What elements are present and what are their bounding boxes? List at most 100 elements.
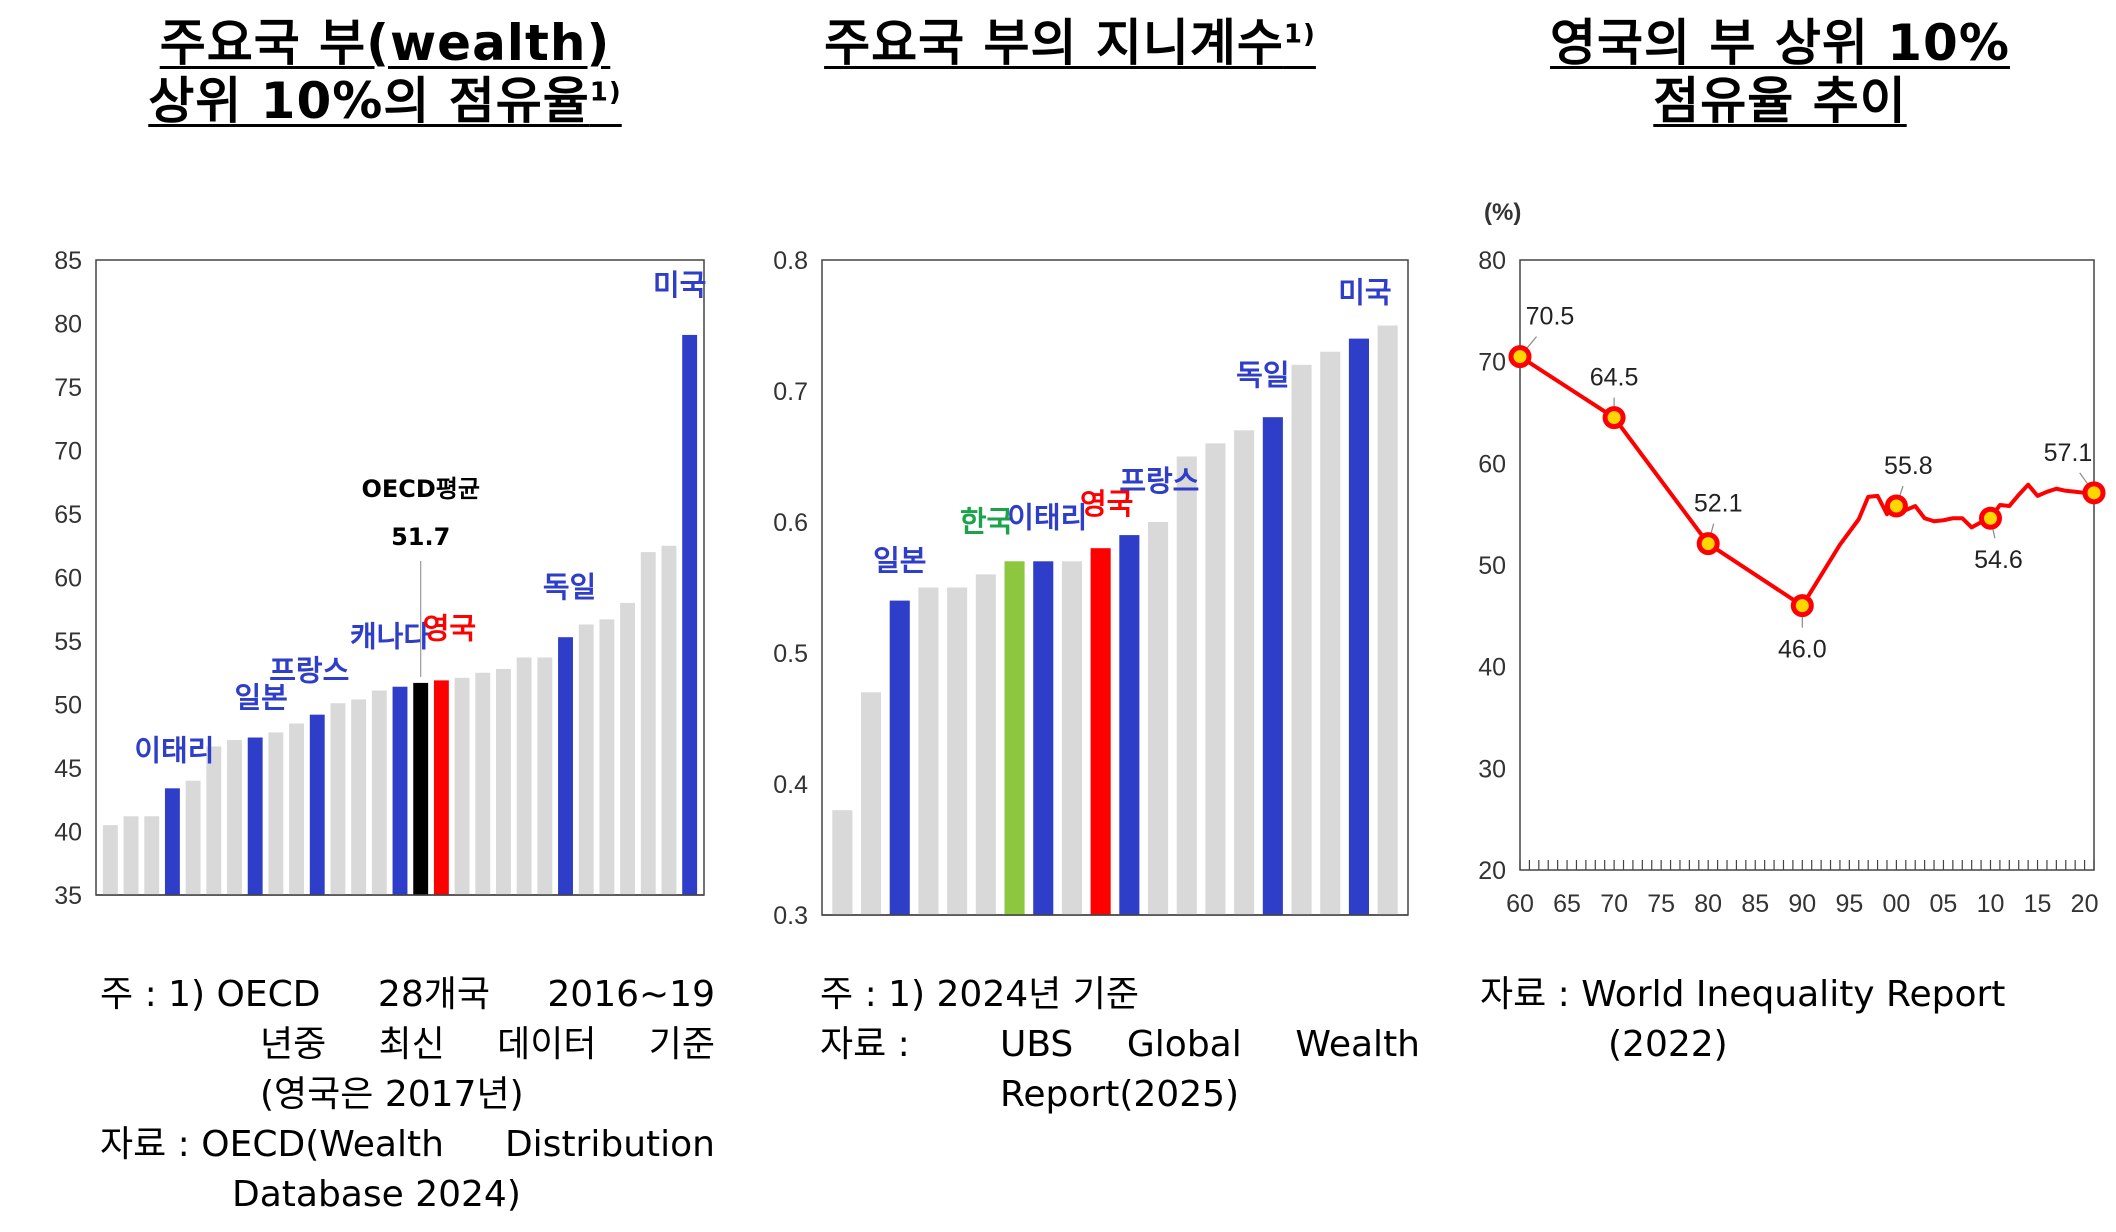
x-tick-label: 15 <box>2024 890 2052 918</box>
bar <box>351 699 367 895</box>
point-label: 46.0 <box>1778 636 1827 664</box>
bar <box>289 723 304 895</box>
x-tick-label: 90 <box>1788 890 1816 918</box>
bar-미국 <box>682 334 698 895</box>
y-tick-label: 0.4 <box>773 771 808 799</box>
panel2-source-line2: Report(2025) <box>1000 1074 1240 1115</box>
panel2-title-line1: 주요국 부의 지니계수 <box>824 14 1284 72</box>
y-tick-label: 45 <box>54 755 82 783</box>
panel1-note-line2: 년중 최신 데이터 기준 <box>260 1024 715 1065</box>
point-label: 54.6 <box>1974 546 2023 574</box>
bar-label-이태리: 이태리 <box>1007 500 1087 534</box>
y-tick-label: 50 <box>54 692 82 720</box>
bar-캐나다 <box>392 686 408 895</box>
point-marker <box>1508 345 1532 369</box>
bar <box>227 740 242 895</box>
bar-한국 <box>1004 561 1025 915</box>
panel1-title-line1: 주요국 부(wealth) <box>159 14 611 72</box>
y-tick-label: 35 <box>54 882 82 910</box>
y-tick-label: 0.6 <box>773 509 808 537</box>
bar <box>1061 561 1082 915</box>
bar-이태리 <box>164 788 180 895</box>
point-label: 52.1 <box>1694 490 1743 518</box>
x-tick-label: 65 <box>1553 890 1581 918</box>
bar <box>861 692 882 915</box>
y-tick-label: 65 <box>54 501 82 529</box>
bar <box>123 816 139 895</box>
x-tick-label: 00 <box>1882 890 1910 918</box>
bar <box>1320 351 1341 915</box>
bar-label-프랑스: 프랑스 <box>1119 464 1199 498</box>
panel2-title-footnote-mark: 1) <box>1283 19 1316 50</box>
bar <box>975 574 996 915</box>
y-tick-label: 70 <box>54 438 82 466</box>
y-tick-label: 0.8 <box>773 247 808 275</box>
point-marker <box>2082 481 2106 505</box>
panel1-title-line2: 상위 10%의 점유율 <box>148 72 590 130</box>
bar-OECD평균 <box>413 682 429 895</box>
x-tick-label: 70 <box>1600 890 1628 918</box>
bar <box>454 677 470 895</box>
x-tick-label: 60 <box>1506 890 1534 918</box>
y-tick-label: 75 <box>54 374 82 402</box>
bar <box>268 732 284 895</box>
bar <box>832 810 853 915</box>
bar <box>599 619 615 895</box>
bar-label-독일: 독일 <box>543 570 596 604</box>
panel2-note-line1: 2024년 기준 <box>936 974 1139 1015</box>
bar-label-프랑스: 프랑스 <box>269 654 349 688</box>
panel1-source-head: 자료 : <box>100 1124 202 1165</box>
bar-독일 <box>558 637 573 895</box>
panel2-title: 주요국 부의 지니계수1) <box>760 14 1380 72</box>
x-tick-label: 75 <box>1647 890 1675 918</box>
y-tick-label: 70 <box>1478 349 1506 377</box>
y-unit-label: (%) <box>1484 199 1521 226</box>
bar <box>1148 522 1169 915</box>
panel1-note-head: 주 : 1) <box>100 974 217 1015</box>
y-tick-label: 0.7 <box>773 378 808 406</box>
bar <box>1291 364 1312 915</box>
bar <box>1205 443 1226 915</box>
y-tick-label: 0.5 <box>773 640 808 668</box>
panel3-title-line2: 점유율 추이 <box>1653 72 1907 130</box>
bar <box>516 657 532 895</box>
panel3-notes: 자료 : World Inequality Report (2022) <box>1480 970 2040 1070</box>
bar-label-OECD평균: OECD평균 <box>361 475 480 503</box>
panel1-note-line1: OECD 28개국 2016~19 <box>216 974 715 1015</box>
x-tick-label: 20 <box>2071 890 2099 918</box>
bar <box>475 672 491 895</box>
panel3-source-line1: World Inequality Report <box>1581 974 2006 1015</box>
y-tick-label: 40 <box>54 819 82 847</box>
bar-일본 <box>247 737 263 895</box>
bar-일본 <box>889 600 910 915</box>
bar-label-영국: 영국 <box>1080 487 1133 521</box>
y-tick-label: 20 <box>1478 857 1506 885</box>
bar-label-캐나다: 캐나다 <box>350 620 430 654</box>
bar-독일 <box>1262 417 1283 915</box>
bar-프랑스 <box>1119 535 1140 915</box>
point-label: 55.8 <box>1884 452 1933 480</box>
point-label: 64.5 <box>1590 364 1639 392</box>
y-tick-label: 0.3 <box>773 902 808 930</box>
panel3-source-line2: (2022) <box>1608 1024 1728 1065</box>
bar-label-일본: 일본 <box>234 681 287 715</box>
bar <box>102 825 118 895</box>
x-tick-label: 85 <box>1741 890 1769 918</box>
panel3-source-head: 자료 : <box>1480 974 1582 1015</box>
series-line <box>1518 354 2094 608</box>
x-tick-label: 95 <box>1835 890 1863 918</box>
bar-label-영국: 영국 <box>423 611 476 645</box>
value-label: 51.7 <box>391 523 450 551</box>
bar-label-미국: 미국 <box>1338 276 1391 310</box>
panel1-source-line2: Database 2024) <box>232 1174 521 1215</box>
panel2-source-head: 자료 : <box>820 1024 922 1065</box>
panel3-title-line1: 영국의 부 상위 10% <box>1550 14 2010 72</box>
panel1-title-footnote-mark: 1) <box>589 77 622 108</box>
x-tick-label: 10 <box>1977 890 2005 918</box>
panel1-note-line3: (영국은 2017년) <box>260 1074 524 1115</box>
bar-미국 <box>1348 338 1369 916</box>
y-tick-label: 80 <box>54 311 82 339</box>
bar <box>1234 430 1255 915</box>
